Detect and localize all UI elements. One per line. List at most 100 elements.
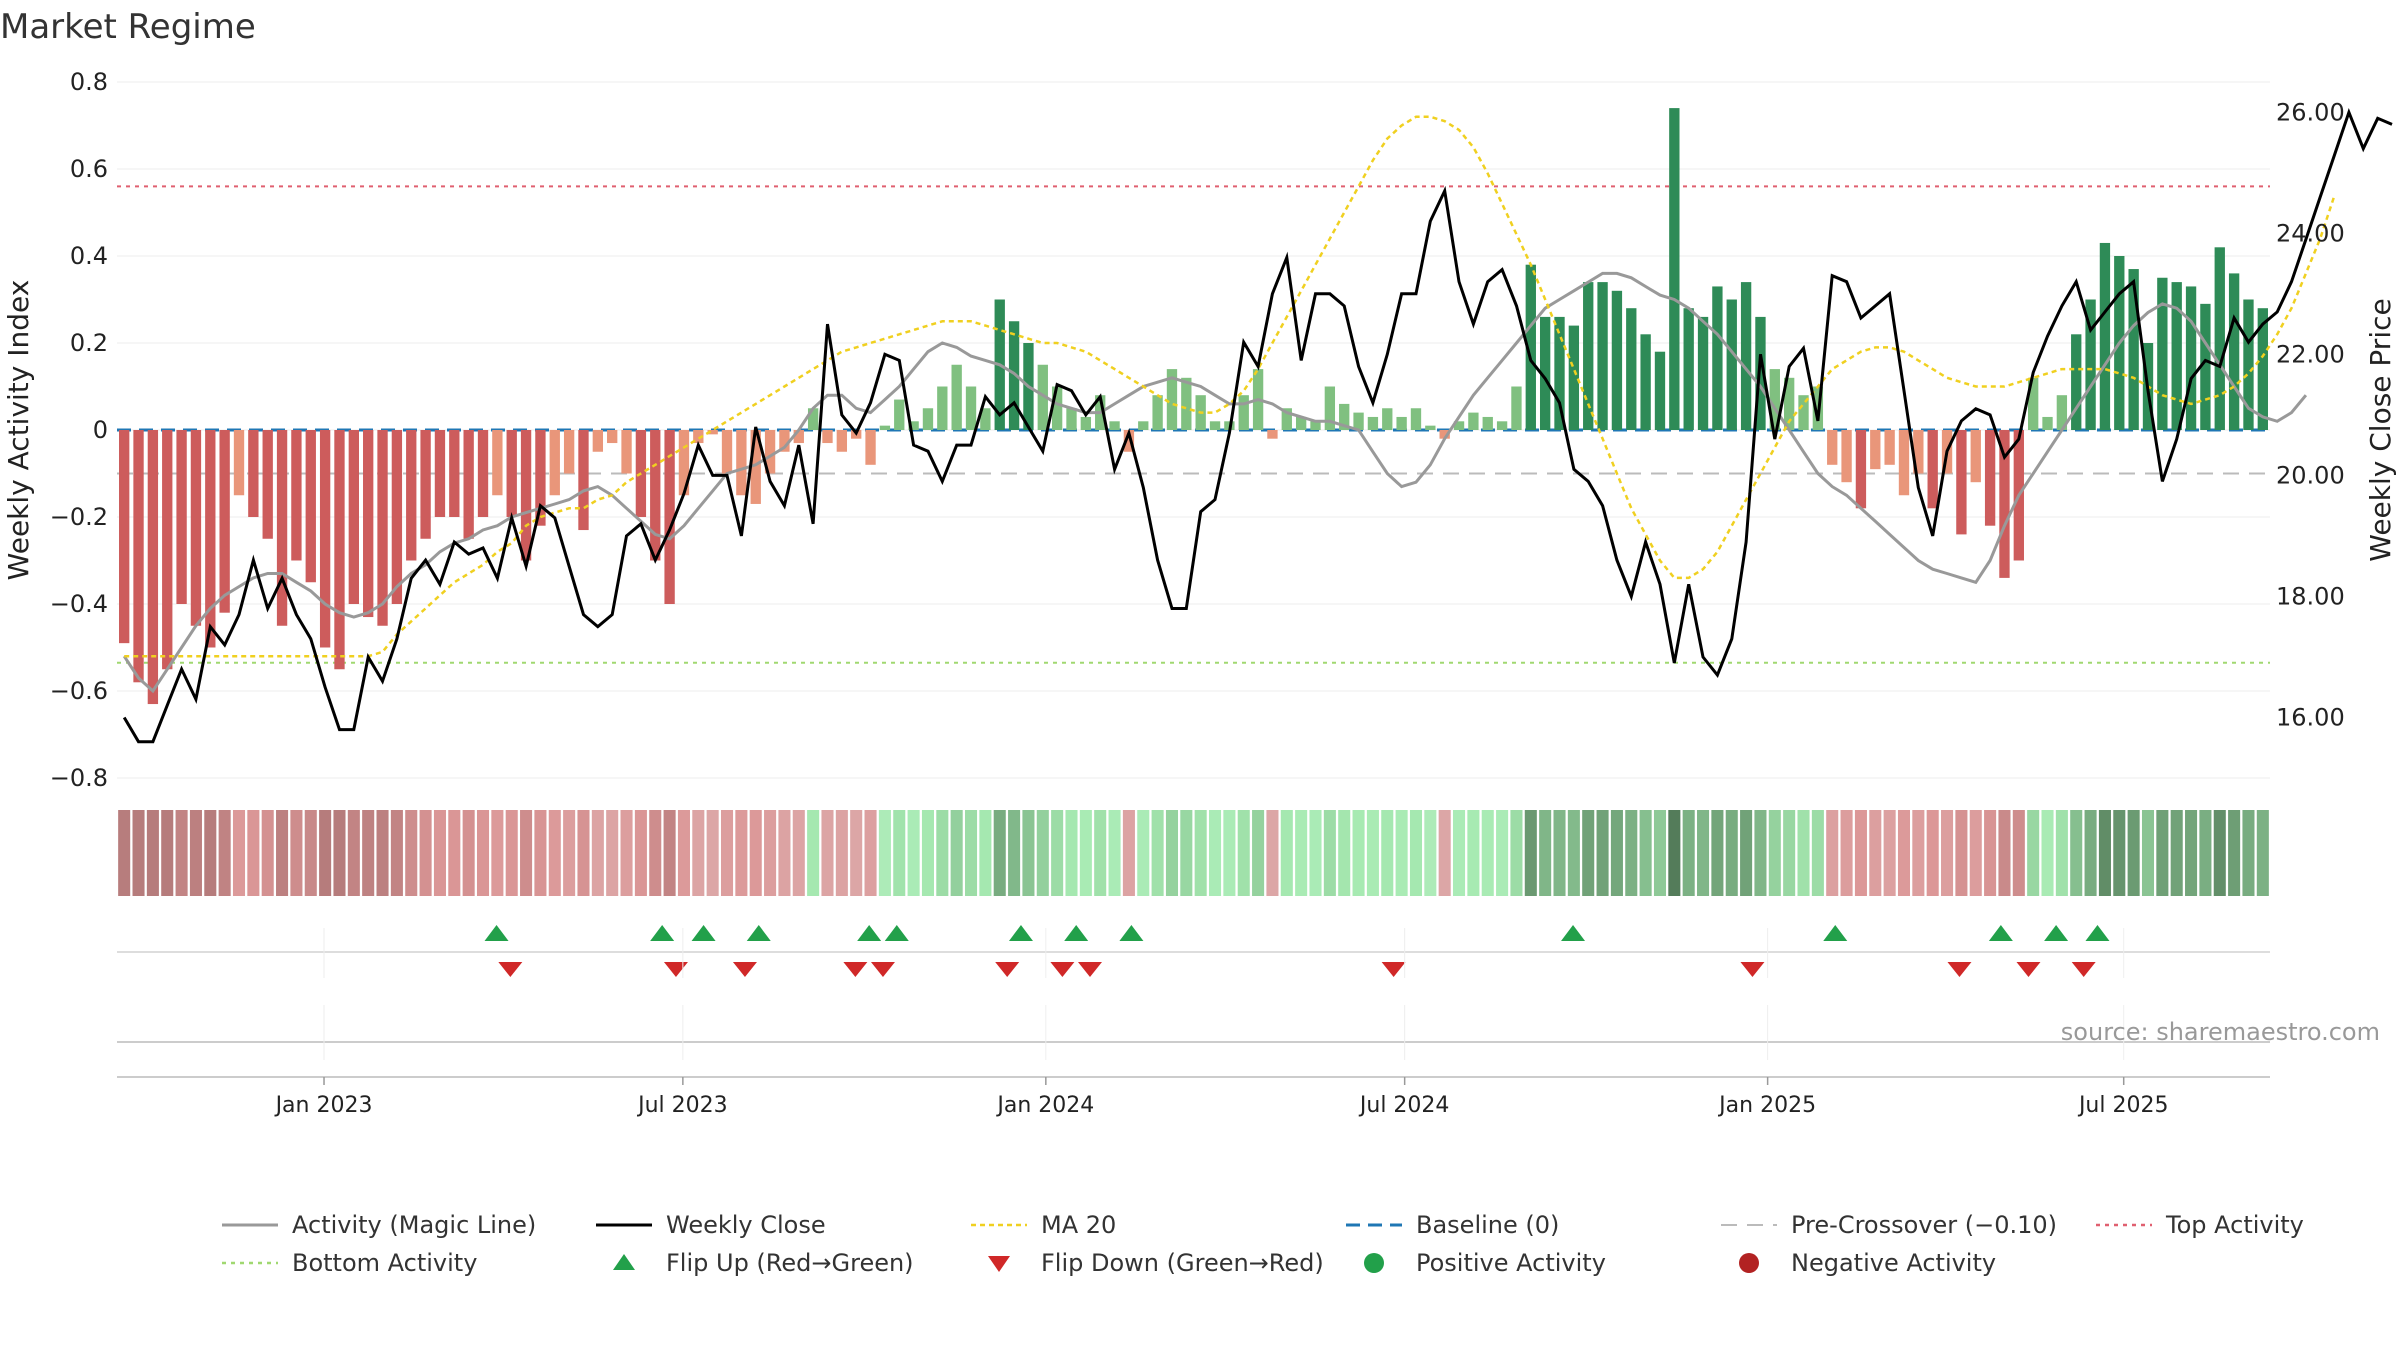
activity-bar bbox=[406, 430, 417, 561]
activity-bar bbox=[1496, 421, 1508, 430]
activity-bar bbox=[2200, 303, 2211, 430]
regime-cell bbox=[1366, 810, 1379, 896]
activity-bar bbox=[1669, 108, 1680, 430]
regime-cell bbox=[2170, 810, 2183, 896]
activity-bar bbox=[1783, 377, 1795, 430]
regime-cell bbox=[2027, 810, 2040, 896]
legend-item: Flip Down (Green→Red) bbox=[988, 1249, 1324, 1277]
regime-cell bbox=[1653, 810, 1667, 896]
regime-cell bbox=[2055, 810, 2068, 896]
activity-bar bbox=[965, 386, 977, 430]
activity-bar bbox=[1482, 416, 1493, 430]
regime-cell bbox=[2098, 810, 2111, 896]
activity-bar bbox=[2056, 395, 2068, 430]
activity-bar bbox=[1339, 403, 1350, 430]
regime-cell bbox=[1596, 810, 1609, 896]
activity-bar bbox=[578, 430, 589, 531]
activity-bar bbox=[693, 430, 704, 444]
activity-bar bbox=[377, 430, 388, 626]
regime-cell bbox=[1610, 810, 1623, 896]
activity-bar bbox=[535, 430, 546, 526]
y-axis-label: Weekly Activity Index bbox=[2, 280, 35, 581]
regime-cell bbox=[649, 810, 662, 896]
activity-bar bbox=[291, 430, 302, 561]
y2-tick-label: 24.00 bbox=[2276, 219, 2345, 247]
regime-cell bbox=[1395, 810, 1408, 896]
regime-cell bbox=[1897, 810, 1911, 896]
regime-cell bbox=[534, 810, 547, 896]
y-tick-label: 0.4 bbox=[70, 242, 108, 270]
activity-bar bbox=[276, 430, 288, 626]
activity-bar bbox=[736, 430, 747, 496]
activity-bar bbox=[119, 430, 130, 644]
activity-bar bbox=[1726, 299, 1737, 430]
legend-item: Flip Up (Red→Green) bbox=[613, 1249, 914, 1277]
regime-cell bbox=[1223, 810, 1236, 896]
activity-bar bbox=[420, 430, 431, 539]
flip-up-marker bbox=[857, 925, 882, 941]
activity-bars bbox=[119, 108, 2268, 705]
activity-bar bbox=[865, 430, 876, 465]
y-tick-label: −0.4 bbox=[50, 590, 108, 618]
regime-cell bbox=[2127, 810, 2140, 896]
activity-bar bbox=[1238, 395, 1249, 430]
regime-cell bbox=[964, 810, 978, 896]
x-tick-label: Jan 2025 bbox=[1717, 1093, 1816, 1118]
legend-item: Bottom Activity bbox=[222, 1249, 477, 1277]
regime-cell bbox=[1582, 810, 1595, 896]
activity-bar bbox=[592, 430, 604, 452]
regime-cell bbox=[1137, 810, 1150, 896]
regime-cell bbox=[2113, 810, 2126, 896]
activity-bar bbox=[894, 399, 905, 430]
regime-cell bbox=[2256, 810, 2269, 896]
regime-cell bbox=[1941, 810, 1954, 896]
regime-cell bbox=[376, 810, 389, 896]
flip-up-marker bbox=[1008, 925, 1033, 941]
regime-cell bbox=[1122, 810, 1135, 896]
activity-bar bbox=[1697, 316, 1709, 430]
legend-item: MA 20 bbox=[971, 1211, 1116, 1239]
flip-up-marker bbox=[884, 925, 909, 941]
activity-bar bbox=[836, 430, 848, 452]
regime-cell bbox=[1309, 810, 1322, 896]
flip-down-marker bbox=[1740, 962, 1765, 977]
legend-item: Baseline (0) bbox=[1346, 1211, 1559, 1239]
x-axis-ticks: Jan 2023 Jul 2023 Jan 2024 Jul 2024 Jan 2025… bbox=[274, 928, 2168, 1118]
activity-bar bbox=[2228, 273, 2240, 430]
regime-cell bbox=[1754, 810, 1767, 896]
regime-cell bbox=[390, 810, 403, 896]
regime-cell bbox=[1854, 810, 1867, 896]
activity-bar bbox=[1138, 421, 1149, 430]
activity-bar bbox=[434, 430, 446, 517]
chart-title: Market Regime bbox=[0, 7, 256, 47]
activity-bar bbox=[2028, 377, 2039, 430]
regime-cell bbox=[1625, 810, 1638, 896]
regime-cell bbox=[1065, 810, 1078, 896]
regime-cell bbox=[1438, 810, 1451, 896]
regime-cell bbox=[218, 810, 231, 896]
activity-bar bbox=[1123, 430, 1135, 452]
regime-cell bbox=[175, 810, 188, 896]
regime-cell bbox=[1323, 810, 1336, 896]
activity-bar bbox=[1267, 430, 1278, 439]
regime-cell bbox=[462, 810, 475, 896]
activity-bar bbox=[937, 386, 948, 430]
activity-bar bbox=[2099, 242, 2111, 430]
activity-bar bbox=[305, 430, 316, 583]
regime-cell bbox=[232, 810, 246, 896]
regime-cell bbox=[1280, 810, 1293, 896]
regime-cell bbox=[1453, 810, 1466, 896]
activity-bar bbox=[793, 430, 804, 444]
regime-cell bbox=[1338, 810, 1351, 896]
regime-cell bbox=[1022, 810, 1035, 896]
activity-bar bbox=[1037, 364, 1048, 430]
regime-cell bbox=[979, 810, 992, 896]
legend-label: Flip Down (Green→Red) bbox=[1041, 1249, 1324, 1277]
activity-bar bbox=[1453, 421, 1465, 430]
activity-bar bbox=[1870, 430, 1881, 470]
regime-cell bbox=[1524, 810, 1537, 896]
activity-bar bbox=[2157, 277, 2168, 430]
regime-cell bbox=[893, 810, 906, 896]
activity-bar bbox=[2071, 334, 2082, 430]
activity-bar bbox=[1425, 425, 1436, 430]
